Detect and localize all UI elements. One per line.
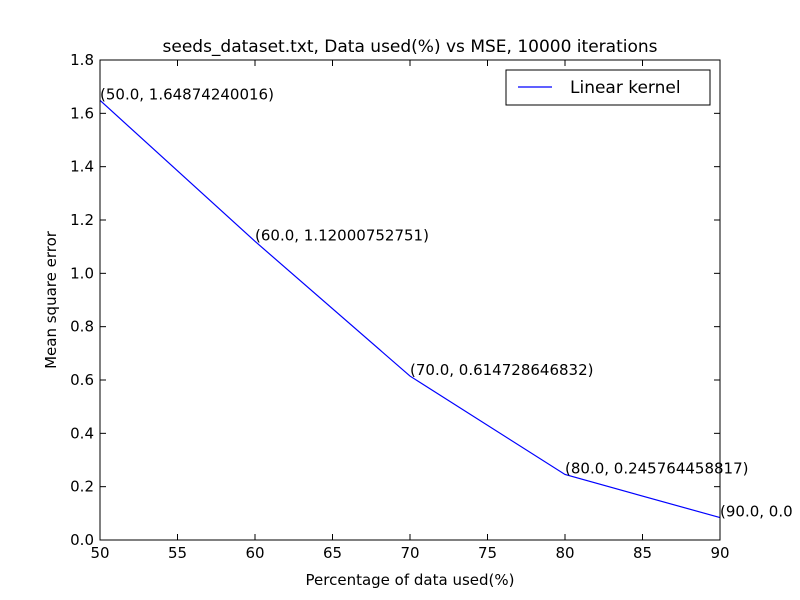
x-tick-label: 80 — [555, 544, 574, 562]
legend-label-linear-kernel: Linear kernel — [570, 78, 681, 98]
legend: Linear kernel — [505, 69, 711, 106]
y-tick-label: 1.8 — [70, 51, 94, 69]
y-tick-label: 0.6 — [70, 371, 94, 389]
x-axis-ticks: 50 55 60 65 70 75 80 85 90 — [90, 60, 730, 562]
y-tick-label: 1.6 — [70, 104, 94, 122]
data-point-annotation: (80.0, 0.245764458817) — [565, 459, 748, 477]
plot-frame — [99, 59, 721, 541]
y-tick-label: 1.0 — [70, 264, 94, 282]
plot-area — [100, 60, 720, 540]
data-point-annotation: (90.0, 0.0 — [720, 503, 793, 521]
x-tick-label: 65 — [323, 544, 342, 562]
plot-background — [100, 60, 720, 540]
data-point-annotation: (60.0, 1.12000752751) — [255, 226, 429, 244]
annotation-layer: (50.0, 1.64874240016) (60.0, 1.1200075275… — [100, 85, 793, 520]
x-tick-label: 75 — [478, 544, 497, 562]
y-tick-label: 0.0 — [70, 531, 94, 549]
data-point-annotation: (70.0, 0.614728646832) — [410, 361, 593, 379]
x-tick-label: 55 — [168, 544, 187, 562]
x-tick-label: 85 — [633, 544, 652, 562]
x-tick-label: 90 — [710, 544, 729, 562]
y-tick-label: 0.2 — [70, 478, 94, 496]
chart-title: seeds_dataset.txt, Data used(%) vs MSE, … — [163, 37, 658, 57]
y-axis-label: Mean square error — [42, 230, 60, 369]
x-axis-label: Percentage of data used(%) — [306, 571, 515, 589]
x-tick-label: 60 — [245, 544, 264, 562]
y-tick-label: 1.4 — [70, 158, 94, 176]
data-point-annotation: (50.0, 1.64874240016) — [100, 85, 274, 103]
x-tick-label: 70 — [400, 544, 419, 562]
y-tick-label: 0.4 — [70, 424, 94, 442]
y-tick-label: 0.8 — [70, 318, 94, 336]
y-axis-ticks: 0.0 0.2 0.4 0.6 0.8 1.0 1.2 1.4 1.6 1.8 — [70, 51, 720, 549]
x-tick-label: 50 — [90, 544, 109, 562]
y-tick-label: 1.2 — [70, 211, 94, 229]
